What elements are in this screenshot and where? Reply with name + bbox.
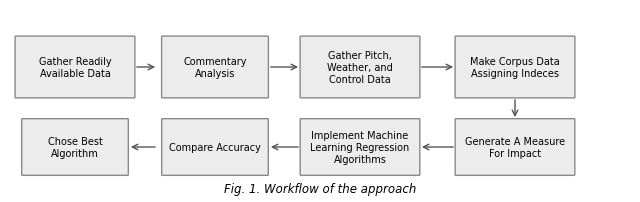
Text: Generate A Measure
For Impact: Generate A Measure For Impact [465, 136, 565, 158]
Text: Compare Accuracy: Compare Accuracy [169, 142, 261, 152]
Text: Implement Machine
Learning Regression
Algorithms: Implement Machine Learning Regression Al… [310, 130, 410, 165]
Text: Gather Readily
Available Data: Gather Readily Available Data [38, 57, 111, 79]
FancyBboxPatch shape [162, 119, 268, 176]
FancyBboxPatch shape [15, 37, 135, 98]
Text: Gather Pitch,
Weather, and
Control Data: Gather Pitch, Weather, and Control Data [327, 50, 393, 85]
FancyBboxPatch shape [22, 119, 129, 176]
FancyBboxPatch shape [455, 119, 575, 176]
FancyBboxPatch shape [161, 37, 268, 98]
Text: Make Corpus Data
Assigning Indeces: Make Corpus Data Assigning Indeces [470, 57, 560, 79]
FancyBboxPatch shape [300, 119, 420, 176]
Text: Chose Best
Algorithm: Chose Best Algorithm [47, 136, 102, 158]
FancyBboxPatch shape [300, 37, 420, 98]
Text: Commentary
Analysis: Commentary Analysis [183, 57, 247, 79]
Text: Fig. 1. Workflow of the approach: Fig. 1. Workflow of the approach [224, 182, 416, 195]
FancyBboxPatch shape [455, 37, 575, 98]
